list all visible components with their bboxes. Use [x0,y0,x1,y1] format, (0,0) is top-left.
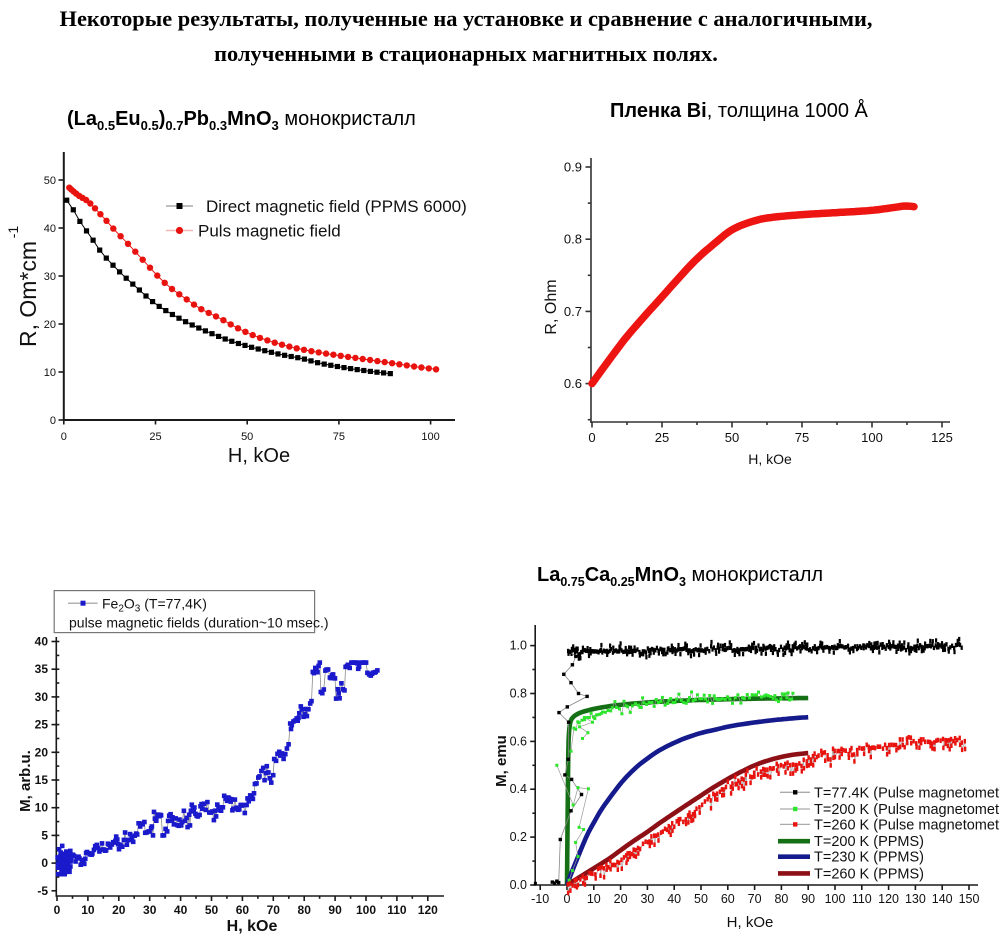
svg-text:80: 80 [298,903,312,917]
svg-text:H, kOe: H, kOe [228,445,290,467]
svg-text:25: 25 [149,431,161,443]
svg-text:pulse magnetic fields (duratio: pulse magnetic fields (duration~10 msec.… [69,615,329,631]
svg-text:R, Om*cm: R, Om*cm [15,241,41,347]
svg-text:H, kOe: H, kOe [748,451,792,467]
svg-text:0.2: 0.2 [510,830,527,844]
svg-text:0: 0 [50,415,56,427]
svg-text:50: 50 [725,430,739,445]
svg-text:120: 120 [418,903,438,917]
svg-text:15: 15 [35,773,49,787]
svg-text:130: 130 [905,892,926,906]
svg-text:H, kOe: H, kOe [727,914,774,931]
svg-text:100: 100 [861,430,883,445]
svg-text:75: 75 [333,431,345,443]
svg-text:0: 0 [61,431,67,443]
svg-text:90: 90 [328,903,342,917]
svg-text:T=260 K (Pulse magnetometr): T=260 K (Pulse magnetometr) [814,817,1000,833]
svg-text:20: 20 [614,892,628,906]
svg-text:0.7: 0.7 [564,304,582,319]
svg-text:0: 0 [41,856,48,870]
svg-text:(La0.5Eu0.5)0.7Pb0.3MnO3 монок: (La0.5Eu0.5)0.7Pb0.3MnO3 монокристалл [67,108,416,133]
svg-text:110: 110 [387,903,407,917]
svg-text:T=77.4K (Pulse magnetometr): T=77.4K (Pulse magnetometr) [814,785,1000,801]
svg-text:120: 120 [878,892,899,906]
svg-text:R, Ohm: R, Ohm [543,279,560,334]
svg-text:полученными в стационарных маг: полученными в стационарных магнитных пол… [214,41,718,66]
svg-text:10: 10 [35,801,49,815]
svg-text:0.8: 0.8 [510,687,527,701]
svg-text:Пленка Bi, толщина 1000 Å: Пленка Bi, толщина 1000 Å [610,99,869,122]
svg-text:0.6: 0.6 [564,376,582,391]
svg-text:0: 0 [54,903,61,917]
svg-text:Puls magnetic field: Puls magnetic field [198,222,341,241]
svg-text:40: 40 [174,903,188,917]
svg-text:0: 0 [588,430,595,445]
svg-text:5: 5 [41,828,48,842]
svg-text:100: 100 [356,903,376,917]
svg-text:0.8: 0.8 [564,232,582,247]
svg-text:50: 50 [241,431,253,443]
svg-text:70: 70 [748,892,762,906]
svg-text:60: 60 [236,903,250,917]
svg-text:0.4: 0.4 [510,782,527,796]
svg-text:50: 50 [205,903,219,917]
svg-text:1.0: 1.0 [510,639,527,653]
svg-text:125: 125 [931,430,953,445]
svg-text:110: 110 [852,892,872,906]
svg-text:0.9: 0.9 [564,160,582,175]
svg-text:M, arb.u.: M, arb.u. [17,750,34,812]
svg-text:10: 10 [44,367,56,379]
svg-text:30: 30 [35,690,49,704]
svg-text:75: 75 [795,430,809,445]
svg-text:10: 10 [587,892,601,906]
svg-text:90: 90 [801,892,815,906]
svg-text:H, kOe: H, kOe [227,918,278,935]
svg-text:-1: -1 [5,226,21,239]
svg-text:100: 100 [825,892,846,906]
svg-text:150: 150 [959,892,980,906]
svg-text:80: 80 [774,892,788,906]
svg-text:140: 140 [932,892,953,906]
svg-text:50: 50 [44,175,56,187]
svg-text:0.6: 0.6 [510,734,527,748]
svg-text:M, emu: M, emu [493,735,510,787]
svg-text:-10: -10 [531,892,549,906]
svg-text:Fe2O3 (T=77,4K): Fe2O3 (T=77,4K) [102,596,207,615]
svg-text:40: 40 [667,892,681,906]
svg-text:0: 0 [564,892,571,906]
svg-text:0.0: 0.0 [510,878,527,892]
svg-text:100: 100 [421,431,439,443]
svg-text:40: 40 [44,223,56,235]
svg-text:25: 25 [655,430,669,445]
svg-text:40: 40 [35,635,49,649]
svg-text:20: 20 [44,319,56,331]
svg-text:-5: -5 [37,884,48,898]
svg-text:Direct magnetic field (PPMS 60: Direct magnetic field (PPMS 6000) [206,197,467,216]
svg-text:70: 70 [267,903,281,917]
svg-text:50: 50 [694,892,708,906]
svg-text:25: 25 [35,718,49,732]
svg-text:T=230 K (PPMS): T=230 K (PPMS) [814,850,924,866]
svg-text:10: 10 [81,903,95,917]
svg-text:T=200 K (Pulse magnetometr): T=200 K (Pulse magnetometr) [814,802,1000,818]
svg-text:T=200 K (PPMS): T=200 K (PPMS) [814,834,924,850]
svg-text:20: 20 [35,745,49,759]
svg-text:30: 30 [143,903,157,917]
svg-text:20: 20 [112,903,126,917]
svg-text:T=260 K (PPMS): T=260 K (PPMS) [814,866,924,882]
svg-text:60: 60 [721,892,735,906]
svg-text:30: 30 [44,271,56,283]
svg-text:La0.75Ca0.25MnO3 монокристалл: La0.75Ca0.25MnO3 монокристалл [537,564,823,589]
svg-text:35: 35 [35,662,49,676]
svg-text:Некоторые результаты, полученн: Некоторые результаты, полученные на уста… [60,6,873,31]
svg-text:30: 30 [640,892,654,906]
